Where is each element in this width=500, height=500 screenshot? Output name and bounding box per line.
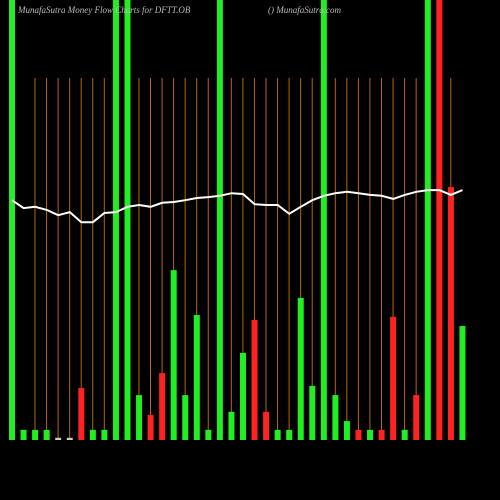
bar [101, 429, 108, 440]
bar [66, 437, 73, 440]
bar [263, 411, 270, 440]
bar [89, 429, 96, 440]
bar [309, 385, 316, 440]
bar [286, 429, 293, 440]
bar [159, 373, 166, 440]
bar [170, 270, 177, 440]
bar [436, 0, 443, 440]
bar [216, 0, 223, 440]
chart-subtitle: () MunafaSutra.com [268, 5, 341, 15]
bar [205, 429, 212, 440]
bar [378, 429, 385, 440]
bar [136, 395, 143, 440]
bar [78, 388, 85, 440]
bar [413, 395, 420, 440]
bar [32, 429, 39, 440]
bar [124, 0, 131, 440]
bar [343, 421, 350, 440]
bar [332, 395, 339, 440]
lines [11, 189, 463, 224]
bar [424, 0, 431, 440]
bar [274, 429, 281, 440]
bar [147, 414, 154, 440]
bar [43, 429, 50, 440]
bar [55, 437, 62, 440]
bar [240, 352, 246, 440]
bar [112, 0, 119, 440]
bar [401, 429, 408, 440]
bar [459, 326, 466, 440]
bar [297, 297, 304, 440]
bar [447, 187, 454, 440]
bar [20, 429, 27, 440]
bar [390, 316, 397, 440]
bar [228, 411, 235, 440]
bar [193, 315, 200, 440]
bar [355, 429, 362, 440]
money-flow-line [11, 189, 463, 224]
bar [320, 0, 327, 440]
bar [182, 395, 189, 440]
bar [9, 0, 15, 440]
bar [251, 319, 258, 440]
chart-title: MunafaSutra Money Flow Charts for DFTT.O… [17, 5, 191, 15]
bar [367, 429, 374, 440]
bars [9, 0, 466, 440]
